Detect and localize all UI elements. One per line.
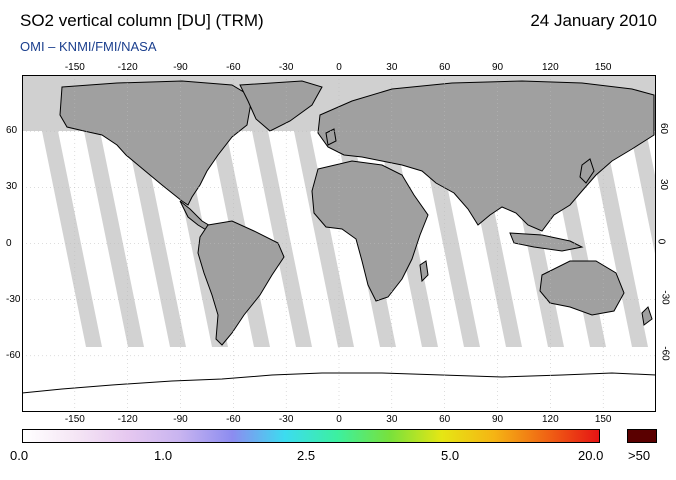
australia: [539, 260, 625, 316]
latitude-tick-label-right: -30: [659, 289, 671, 305]
antarctica: [22, 372, 656, 412]
longitude-tick-label-bottom: 90: [491, 414, 504, 425]
latitude-tick-label-left: 0: [6, 237, 12, 249]
orbit-gap-swath: [294, 131, 354, 347]
colorbar-overflow-label: >50: [628, 448, 651, 463]
orbit-gap-swath: [126, 131, 186, 347]
colorbar-label-4: 20.0: [578, 448, 604, 463]
colorbar-label-2: 2.5: [297, 448, 316, 463]
orbit-gap-swath: [84, 131, 144, 347]
longitude-tick-label-top: -150: [64, 62, 85, 73]
latitude-tick-label-right: 0: [655, 238, 667, 244]
longitude-tick-label-top: 0: [336, 62, 342, 73]
latitude-tick-label-right: 30: [658, 179, 670, 191]
map-date: 24 January 2010: [530, 11, 657, 30]
orbit-gap-swath: [630, 131, 656, 259]
longitude-tick-label-top: 60: [439, 62, 451, 73]
longitude-tick-label-top: -60: [226, 62, 241, 73]
latitude-tick-label-left: -60: [6, 349, 21, 361]
colorbar-label-1: 1.0: [154, 448, 173, 463]
orbit-gap-swath: [420, 131, 480, 347]
longitude-tick-label-bottom: -60: [226, 414, 241, 425]
map-frame: [22, 75, 656, 412]
longitude-tick-label-bottom: -150: [64, 414, 85, 425]
latitude-tick-label-left: 30: [6, 181, 18, 193]
colorbar-label-0: 0.0: [10, 448, 29, 463]
longitude-tick-label-top: 150: [594, 62, 612, 73]
colorbar-label-3: 5.0: [441, 448, 460, 463]
colorbar-overflow-swatch: [627, 429, 657, 443]
longitude-tick-label-top: -90: [173, 62, 188, 73]
longitude-tick-label-top: 30: [386, 62, 398, 73]
indonesia: [509, 232, 584, 252]
latitude-tick-label-right: -60: [659, 346, 671, 361]
graticule: [22, 75, 656, 412]
world-map: [22, 75, 656, 412]
south-america: [197, 220, 285, 346]
british-isles: [325, 128, 337, 146]
continents: [59, 80, 655, 346]
map-svg: [22, 75, 656, 412]
greenland: [239, 80, 323, 132]
longitude-tick-label-top: -30: [278, 62, 294, 73]
longitude-tick-label-bottom: 0: [336, 414, 342, 425]
longitude-tick-label-top: 120: [541, 62, 559, 73]
latitude-tick-label-left: 60: [6, 125, 18, 137]
new-zealand: [641, 306, 653, 326]
data-source-label: OMI – KNMI/FMI/NASA: [20, 39, 157, 54]
japan: [579, 158, 595, 184]
colorbar: [22, 429, 600, 443]
orbit-gap-swath: [42, 131, 102, 347]
madagascar: [419, 260, 429, 283]
orbit-gap-swath: [252, 131, 312, 347]
latitude-tick-label-left: -30: [6, 293, 21, 305]
longitude-tick-label-top: 90: [491, 62, 504, 73]
longitude-tick-label-bottom: 150: [594, 414, 612, 425]
longitude-tick-label-bottom: -30: [278, 414, 294, 425]
map-title: SO2 vertical column [DU] (TRM): [20, 11, 264, 30]
orbit-gap-swath: [588, 131, 648, 347]
latitude-tick-label-right: 60: [658, 123, 670, 135]
longitude-tick-label-bottom: -120: [117, 414, 138, 425]
longitude-tick-label-bottom: 30: [386, 414, 398, 425]
africa: [311, 160, 429, 302]
longitude-tick-label-bottom: -90: [173, 414, 188, 425]
longitude-tick-label-top: -120: [117, 62, 138, 73]
longitude-tick-label-bottom: 60: [439, 414, 451, 425]
eurasia: [317, 80, 655, 232]
longitude-tick-label-bottom: 120: [541, 414, 559, 425]
